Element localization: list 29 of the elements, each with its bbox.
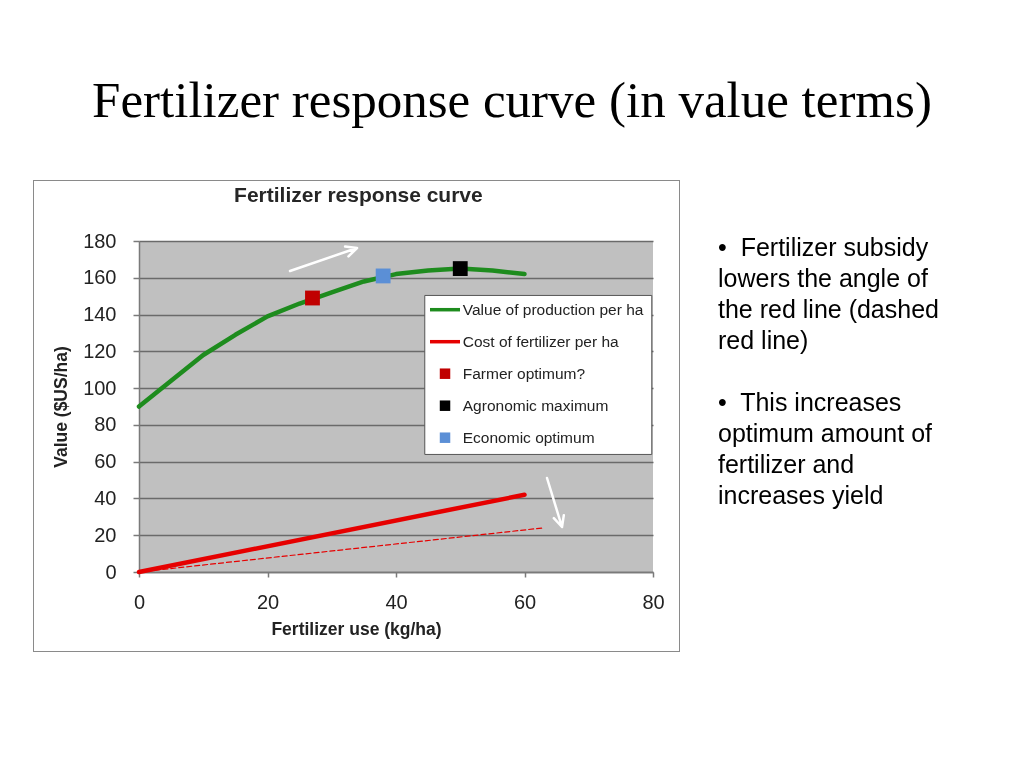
point (452, 261, 468, 276)
y-axis-title: Value ($US/ha) (51, 346, 72, 468)
y-tick-label: 160 (83, 266, 117, 289)
y-tick-label: 100 (83, 376, 117, 399)
y-tick-label: 0 (105, 560, 117, 583)
x-tick-label: 20 (256, 590, 280, 613)
x-tick-label: 80 (642, 590, 665, 613)
legend-label: Economic optimum (462, 428, 595, 446)
x-tick-label: 0 (133, 590, 146, 613)
text: • This increases optimum amount of fertilizer and increases yield (718, 387, 933, 511)
text: • Fertilizer subsidy lowers the angle of the red line (dashed red line) (718, 232, 940, 356)
x-axis-title: Fertilizer use (kg/ha) (271, 618, 442, 639)
point (375, 268, 391, 284)
y-tick-label: 40 (94, 486, 117, 509)
point (305, 290, 320, 306)
x-tick-label: 40 (385, 590, 408, 613)
legend-label: Agronomic maximum (462, 396, 609, 414)
y-tick-label: 140 (83, 303, 117, 326)
y-tick-label: 20 (94, 523, 117, 546)
y-tick-label: 80 (94, 413, 117, 436)
x-tick-label: 60 (513, 590, 537, 613)
y-tick-label: 180 (83, 229, 117, 252)
y-tick-label: 60 (94, 450, 117, 473)
legend-label: Farmer optimum? (462, 364, 586, 382)
y-tick-label: 120 (83, 339, 117, 362)
legend-label: Cost of fertilizer per ha (462, 332, 620, 350)
chart-title: Fertilizer response curve (in value terms) (91, 71, 933, 130)
chart-subtitle: Fertilizer response curve (234, 183, 483, 206)
legend-label: Value of production per ha (462, 300, 644, 318)
